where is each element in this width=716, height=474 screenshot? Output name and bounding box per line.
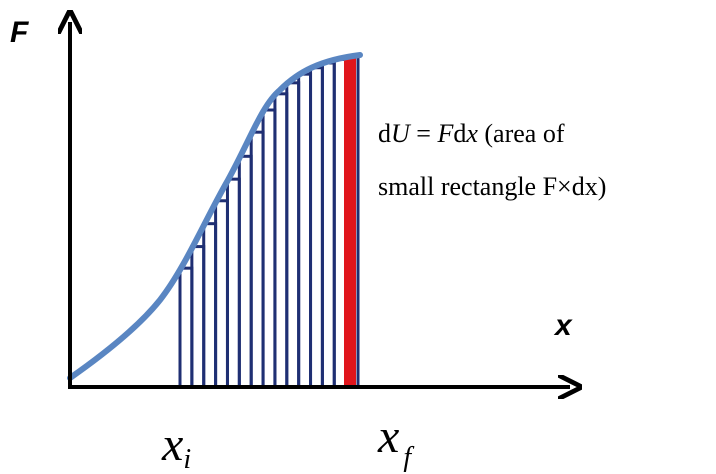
rectangle-strip (178, 266, 194, 389)
rectangle-strip (309, 66, 324, 389)
lower-limit-label: xi (161, 418, 191, 474)
rectangle-strip (214, 199, 229, 389)
annotation-line-1: dU = Fdx (area of (378, 119, 565, 148)
rectangle-strip (202, 222, 218, 389)
force-curve (67, 52, 363, 381)
y-axis-label: F (10, 16, 29, 49)
rectangle-strip (261, 108, 277, 389)
rectangle-strip (249, 130, 265, 389)
annotation-line-2: small rectangle F×dx) (378, 172, 606, 201)
rectangle-strip (237, 154, 253, 389)
rectangle-strip (190, 245, 206, 389)
rectangle-strip (273, 92, 289, 389)
x-axis-label: x (553, 309, 573, 342)
highlighted-rectangle (344, 56, 356, 388)
rectangle-strip (225, 177, 241, 389)
rectangle-strip (320, 61, 336, 389)
rectangle-strip (285, 81, 301, 389)
rectangle-strip (297, 72, 313, 389)
